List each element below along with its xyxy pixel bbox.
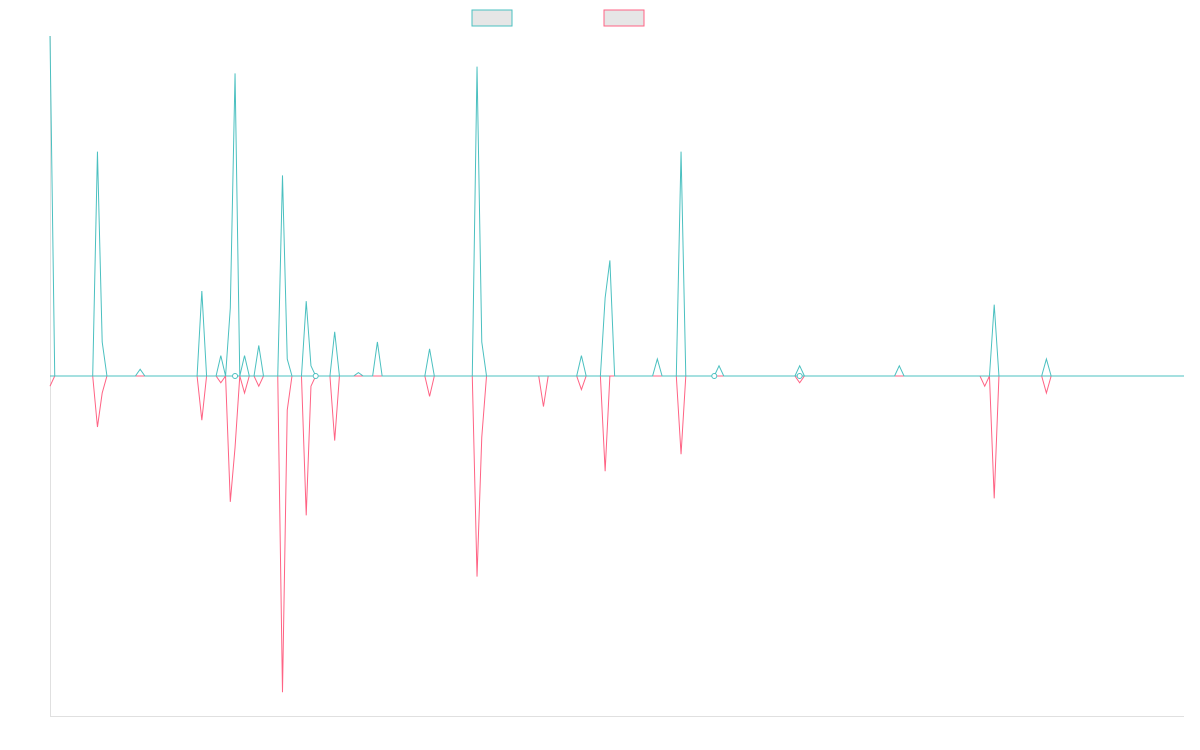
legend-swatch-series-2[interactable] [603, 9, 645, 27]
plot-area [49, 35, 1184, 693]
data-point-marker[interactable] [312, 373, 319, 379]
data-point-marker[interactable] [796, 373, 803, 379]
data-point-marker[interactable] [232, 373, 239, 379]
data-point-marker[interactable] [711, 373, 718, 379]
series-line-1[interactable] [49, 35, 1184, 377]
legend-swatch-series-1[interactable] [471, 9, 513, 27]
series-line-2[interactable] [49, 374, 1184, 693]
legend [471, 9, 645, 27]
